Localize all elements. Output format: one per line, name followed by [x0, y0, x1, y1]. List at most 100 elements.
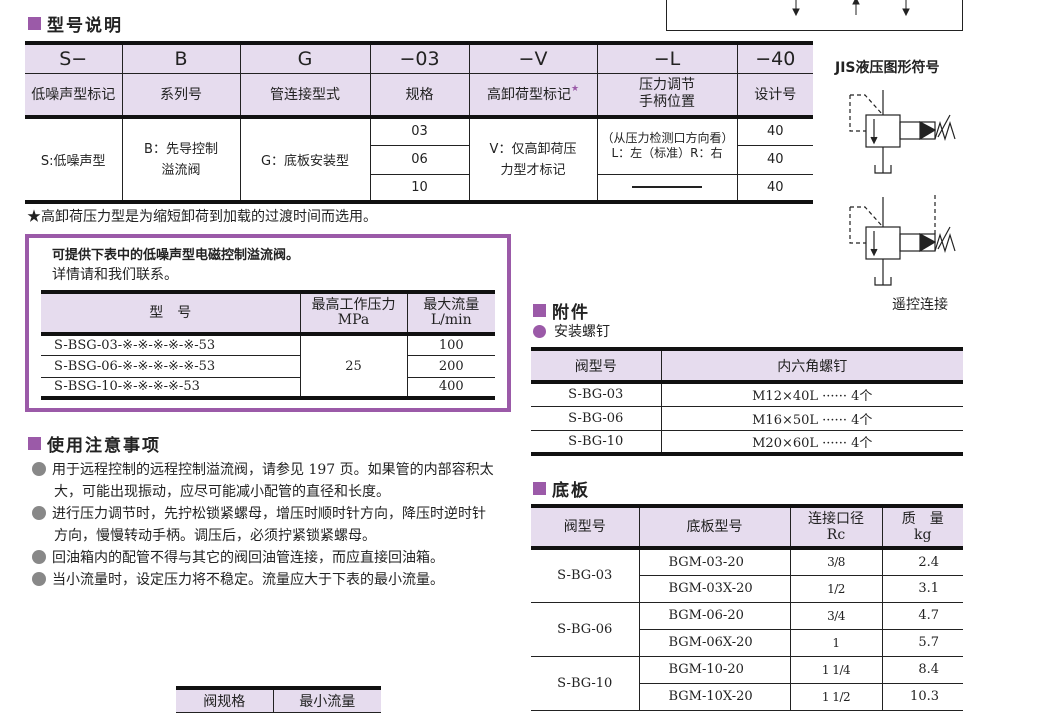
port-cell: 1/2 — [789, 574, 883, 603]
valve-cell: S-BG-10 — [531, 429, 662, 455]
table-row: S-BG-03 BGM-03-20 3/8 2.4 — [531, 547, 963, 603]
table-row: S-BSG-06-※-※-※-※-※-53 200 — [41, 354, 495, 378]
label-design: 设计号 — [736, 72, 813, 118]
code-l: −L — [596, 42, 738, 74]
min-flow-table: 阀规格 最小流量 — [176, 686, 381, 713]
label-size: 规格 — [369, 72, 470, 118]
header-pressure: 最高工作压力 MPa — [299, 291, 408, 335]
remote-connection-label: 遥控连接 — [892, 297, 948, 313]
lownoise-line1: 可提供下表中的低噪声型电磁控制溢流阀。 — [52, 248, 300, 263]
section-marker-icon — [533, 304, 546, 317]
header-plate: 底板型号 — [638, 505, 791, 549]
section-cautions-title: 使用注意事项 — [28, 431, 161, 456]
plate-cell: BGM-06X-20 — [638, 628, 791, 657]
mass-cell: 3.1 — [881, 574, 963, 603]
section-model-title: 型号说明 — [28, 11, 123, 36]
flow-cell: 200 — [406, 354, 495, 378]
pressure-cell: 25 — [299, 333, 408, 399]
screw-cell: M20×60L ······ 4个 — [660, 429, 963, 455]
model-cell: S-BSG-06-※-※-※-※-※-53 — [41, 354, 301, 378]
desc-l-text: L：左（标准）R：右 — [611, 146, 723, 161]
table-row: S-BG-03 M12×40L ······ 4个 — [531, 381, 963, 407]
table-row: BGM-06X-20 1 5.7 — [531, 628, 963, 657]
header-screw: 内六角螺钉 — [660, 348, 963, 383]
mass-cell: 5.7 — [881, 628, 963, 657]
code-design: −40 — [736, 42, 813, 74]
caution-text: 当小流量时，设定压力将不稳定。流量应大于下表的最小流量。 — [52, 572, 444, 588]
port-cell: 3/4 — [789, 601, 883, 630]
label-text: 高卸荷型标记 — [486, 87, 571, 104]
flow-cell: 400 — [406, 376, 495, 399]
size-10: 10 — [369, 173, 470, 203]
bullet-icon — [32, 550, 46, 564]
port-cell: 3/8 — [789, 547, 883, 576]
size-06: 06 — [369, 144, 470, 175]
header-flow: 最大流量 L/min — [406, 291, 495, 335]
desc-v: V：仅高卸荷压 力型才标记 — [468, 116, 598, 203]
section-marker-icon — [533, 482, 546, 495]
table-row: S-BG-06 BGM-06-20 3/4 4.7 — [531, 601, 963, 657]
section-accessory-title: 附件 — [533, 298, 590, 323]
header-mass: 质 量 kg — [881, 505, 963, 549]
section-marker-icon — [28, 437, 41, 450]
plate-cell: BGM-06-20 — [638, 601, 791, 630]
table-row: S-BG-06 M16×50L ······ 4个 — [531, 405, 963, 431]
star-icon: ★ — [570, 84, 580, 95]
screw-cell: M16×50L ······ 4个 — [660, 405, 963, 431]
screw-cell: M12×40L ······ 4个 — [660, 381, 963, 407]
base-plate-table: 阀型号 底板型号 连接口径 Rc 质 量 kg S-BG-03 BGM-03-20 3/8… — [531, 504, 963, 711]
section-marker-icon — [28, 17, 41, 30]
size-03: 03 — [369, 116, 470, 146]
mass-cell: 10.3 — [881, 682, 963, 711]
lownoise-line2: 详情请和我们联系。 — [52, 267, 178, 283]
caution-item: 当小流量时，设定压力将不稳定。流量应大于下表的最小流量。 — [32, 569, 494, 591]
circuit-diagram-fragment — [666, 0, 963, 31]
caution-text: 回油箱内的配管不得与其它的阀回油管连接，而应直接回油箱。 — [52, 550, 444, 566]
code-g: G — [239, 42, 371, 74]
heading-text: 使用注意事项 — [47, 436, 161, 456]
code-s: S− — [25, 42, 123, 74]
valve-cell: S-BG-06 — [531, 601, 640, 657]
valve-cell: S-BG-03 — [531, 381, 662, 407]
header-valve: 阀型号 — [531, 348, 662, 383]
subtitle-text: 安装螺钉 — [554, 324, 610, 340]
model-cell: S-BSG-03-※-※-※-※-※-53 — [41, 333, 301, 356]
heading-text: 底板 — [552, 481, 590, 501]
table-row: S-BSG-03-※-※-※-※-※-53 25 100 — [41, 333, 495, 399]
section-base-title: 底板 — [533, 476, 590, 501]
label-highvent: 高卸荷型标记★ — [468, 72, 598, 118]
desc-g: G：底板安装型 — [239, 116, 371, 203]
screw-table: 阀型号 内六角螺钉 S-BG-03 M12×40L ······ 4个 S-BG-0… — [531, 347, 963, 456]
table-row: S-BSG-10-※-※-※-※-53 400 — [41, 376, 495, 399]
bullet-icon — [533, 324, 546, 338]
model-footnote: ★高卸荷压力型是为缩短卸荷到加载的过渡时间而选用。 — [27, 209, 377, 225]
design-1: 40 — [736, 116, 813, 146]
label-series: 系列号 — [121, 72, 241, 118]
lownoise-solenoid-box — [25, 234, 511, 412]
relief-valve-symbol — [849, 90, 956, 174]
port-cell: 1 1/2 — [789, 682, 883, 711]
valve-cell: S-BG-06 — [531, 405, 662, 431]
desc-l-note: （从压力检测口方向看） — [601, 131, 734, 146]
desc-s: S:低噪声型 — [25, 116, 123, 203]
mass-cell: 4.7 — [881, 601, 963, 630]
plate-cell: BGM-03X-20 — [638, 574, 791, 603]
caution-text: 用于远程控制的远程控制溢流阀，请参见 197 页。如果管的内部容积太大，可能出现… — [52, 462, 494, 500]
model-cell: S-BSG-10-※-※-※-※-53 — [41, 376, 301, 399]
jis-title: JIS液压图形符号 — [835, 60, 940, 76]
table-row: S-BG-10 BGM-10-20 1 1/4 8.4 — [531, 655, 963, 711]
header-valve: 阀型号 — [531, 505, 640, 549]
header-port: 连接口径 Rc — [789, 505, 883, 549]
accessory-subtitle: 安装螺钉 — [533, 321, 610, 341]
remote-relief-valve-symbol — [849, 195, 956, 286]
cautions-list: 用于远程控制的远程控制溢流阀，请参见 197 页。如果管的内部容积太大，可能出现… — [32, 459, 494, 591]
plate-cell: BGM-10-20 — [638, 655, 791, 684]
code-b: B — [121, 42, 241, 74]
desc-l: （从压力检测口方向看） L：左（标准）R：右 — [596, 116, 738, 175]
caution-text: 进行压力调节时，先拧松锁紧螺母，增压时顺时针方向，降压时逆时针方向，慢慢转动手柄… — [52, 506, 486, 544]
header-model: 型 号 — [41, 291, 301, 335]
heading-text: 型号说明 — [47, 16, 123, 36]
header-min-flow: 最小流量 — [272, 687, 381, 713]
label-connection: 管连接型式 — [239, 72, 371, 118]
l-none-dash — [596, 173, 738, 203]
